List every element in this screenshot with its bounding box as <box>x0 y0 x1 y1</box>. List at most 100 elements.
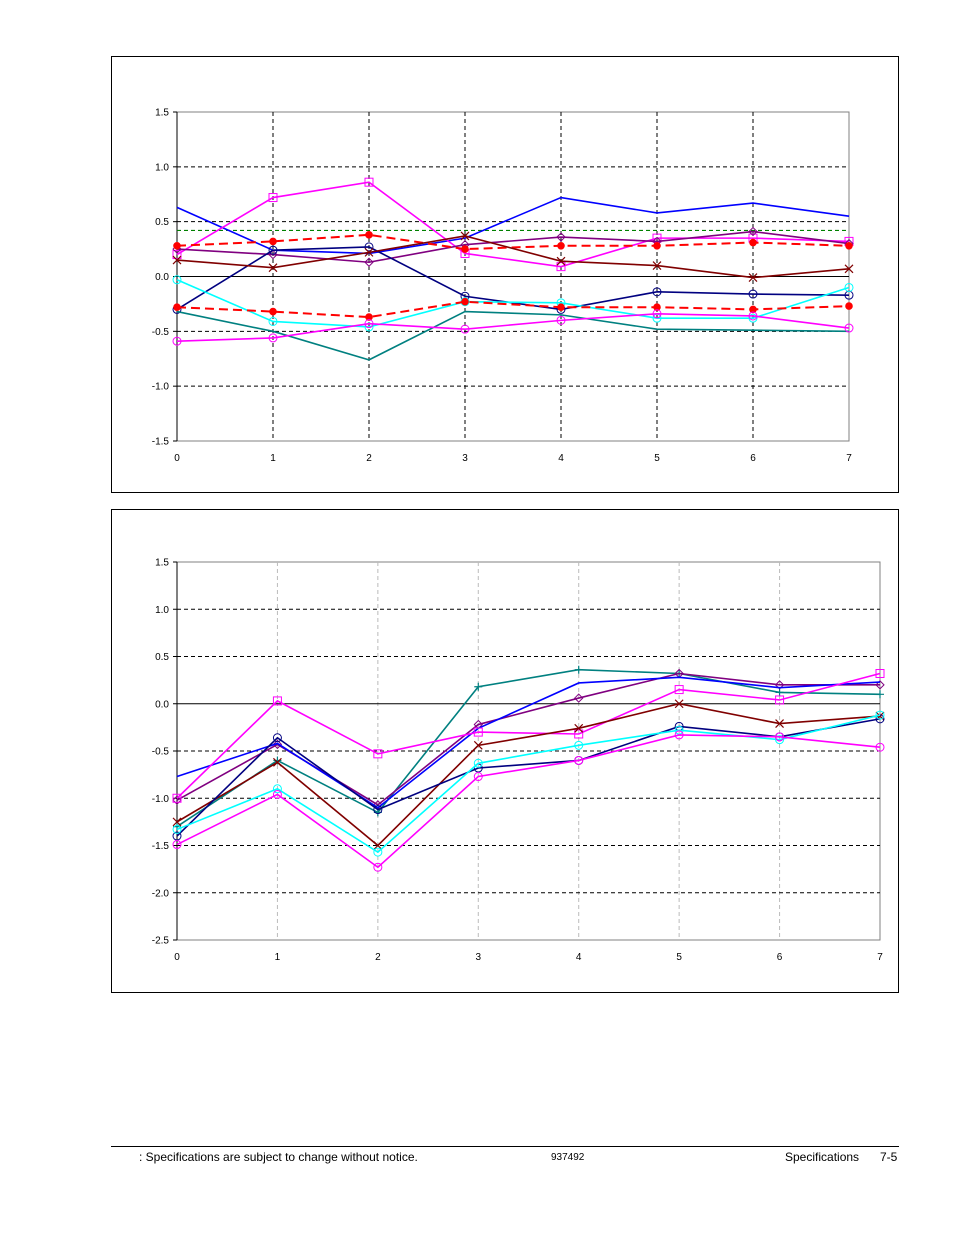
chart-2-point-teal-plus <box>876 690 884 699</box>
chart-2-point-magenta-circle <box>775 732 785 742</box>
chart-1-point-darkred-x <box>748 273 758 283</box>
chart-2-point-magenta-square <box>875 669 885 679</box>
chart-2-point-magenta-circle <box>674 730 684 740</box>
chart-2-x-tick-label: 7 <box>877 952 883 963</box>
chart-1-point-magenta-square <box>268 193 278 203</box>
chart-1-point-darkred-x <box>652 261 662 270</box>
chart-1-line-navy-circle <box>176 246 850 311</box>
chart-1-point-magenta-square <box>172 250 182 260</box>
chart-2-frame: -2.5 -2.0 -1.5 -1.0 -0.5 0.0 0.5 1.0 1.5 0 1 2 3 4 5 6 7 <box>111 509 899 993</box>
chart-2-point-darkred-x <box>273 757 282 767</box>
chart-1-y-tick-label: 1.0 <box>155 162 169 173</box>
chart-1-line-red-dashed-lower <box>176 300 850 319</box>
chart-1-point-magenta-circle <box>172 336 182 346</box>
chart-1-y-tick-label: -1.0 <box>152 382 170 393</box>
chart-1-point-darkred-x <box>268 263 278 273</box>
chart-1-y-tick-label: 0.0 <box>155 272 169 283</box>
chart-2-point-magenta-square <box>373 749 383 759</box>
chart-2-point-magenta-circle <box>574 755 584 765</box>
chart-1-point-navy-circle <box>652 287 662 297</box>
chart-1-point-red-dashed-lower <box>269 307 277 316</box>
chart-2-point-cyan-circle <box>172 824 182 834</box>
chart-1-series-magenta-circle <box>172 309 854 346</box>
chart-1-line-darkred-x <box>176 235 850 279</box>
chart-1-point-darkred-x <box>172 255 182 265</box>
chart-1-line-magenta-square <box>176 181 850 268</box>
chart-1-point-red-dashed-lower <box>845 302 853 310</box>
chart-2-point-purple-diamond <box>272 739 283 750</box>
chart-1-point-red-dashed-lower <box>653 303 661 312</box>
chart-1-point-navy-circle <box>748 289 758 299</box>
chart-2-y-tick-label: 1.0 <box>155 605 169 616</box>
chart-2-line-blue <box>176 676 881 809</box>
chart-2-line-darkred-x <box>176 702 881 847</box>
chart-2-point-navy-circle <box>172 831 182 841</box>
chart-1-series-red-dashed-lower <box>173 297 853 321</box>
chart-2-y-tick-label: -0.5 <box>152 747 170 758</box>
chart-1-point-red-dashed-upper <box>557 241 565 250</box>
chart-1-series-blue <box>176 196 850 255</box>
chart-1-point-magenta-circle <box>460 324 470 334</box>
chart-1-x-tick-label: 4 <box>558 453 564 464</box>
footer-rule <box>111 1146 899 1147</box>
chart-2-point-darkred-x <box>574 723 584 733</box>
chart-2-x-tick-label: 1 <box>275 952 281 963</box>
chart-2-point-navy-circle <box>875 714 885 724</box>
chart-2-point-cyan-circle <box>272 784 282 794</box>
chart-1-point-magenta-circle <box>268 333 278 343</box>
chart-1-point-purple-diamond <box>364 257 374 267</box>
chart-1-line-red-dashed-upper <box>176 233 850 251</box>
chart-2-point-magenta-square <box>674 685 684 695</box>
chart-2-series-cyan-circle <box>172 710 885 857</box>
chart-2-y-tick-label: -2.5 <box>152 936 170 947</box>
chart-2-x-tick-label: 4 <box>576 952 582 963</box>
chart-1-point-red-dashed-upper <box>173 241 181 250</box>
chart-1-x-tick-label: 3 <box>462 453 468 464</box>
footer-section: Specifications <box>785 1150 860 1164</box>
chart-2-series-darkred-x <box>172 699 885 850</box>
chart-1-point-red-dashed-upper <box>653 241 661 250</box>
chart-2-point-magenta-square <box>272 696 282 706</box>
chart-2-point-darkred-x <box>373 841 383 850</box>
chart-1-x-tick-label: 6 <box>750 453 756 464</box>
chart-1-y-tick-label: -0.5 <box>152 327 170 338</box>
chart-2-point-teal-plus <box>574 665 583 674</box>
chart-2-point-cyan-circle <box>775 735 785 745</box>
chart-1-point-red-dashed-upper <box>749 238 757 247</box>
chart-1-x-tick-label: 0 <box>174 453 180 464</box>
chart-1-series-darkred-x <box>172 231 854 283</box>
chart-2-x-tick-label: 6 <box>777 952 783 963</box>
footer-notice: : Specifications are subject to change w… <box>139 1150 418 1164</box>
chart-2-line-teal-plus <box>176 668 881 828</box>
chart-1-point-red-dashed-upper <box>365 231 373 239</box>
chart-1-frame: -1.5 -1.0 -0.5 0.0 0.5 1.0 1.5 0 1 2 3 4 5 6 7 <box>111 56 899 493</box>
chart-2-line-magenta-square <box>176 672 881 799</box>
chart-2-point-teal-plus <box>474 682 483 691</box>
chart-1-y-tick-label: -1.5 <box>152 437 170 448</box>
chart-1-line-purple-diamond <box>176 230 850 264</box>
chart-1-point-darkred-x <box>460 231 470 241</box>
chart-2-point-magenta-square <box>172 793 182 803</box>
chart-1-x-tick-label: 5 <box>654 453 660 464</box>
chart-1-point-magenta-circle <box>844 323 854 333</box>
chart-1-point-cyan-circle <box>268 316 278 326</box>
chart-1-point-cyan-circle <box>844 282 854 292</box>
chart-2-point-magenta-circle <box>172 840 182 850</box>
chart-1-x-tick-label: 2 <box>366 453 372 464</box>
chart-2-point-magenta-square <box>775 695 785 705</box>
chart-1-point-navy-circle <box>364 242 374 252</box>
chart-2-point-cyan-circle <box>473 758 483 768</box>
chart-2-point-purple-diamond <box>172 795 182 805</box>
chart-1-series-magenta-square <box>172 177 854 272</box>
chart-2-point-purple-diamond <box>774 680 785 690</box>
chart-1-point-red-dashed-lower <box>173 303 181 312</box>
chart-2-y-tick-label: 1.5 <box>155 558 169 569</box>
chart-1-y-tick-label: 1.5 <box>155 108 169 119</box>
chart-1-point-red-dashed-upper <box>269 237 277 246</box>
chart-2-point-darkred-x <box>172 817 182 827</box>
chart-1: -1.5 -1.0 -0.5 0.0 0.5 1.0 1.5 0 1 2 3 4 5 6 7 <box>152 108 854 464</box>
chart-1-point-magenta-circle <box>652 309 662 319</box>
chart-2-point-darkred-x <box>775 719 784 729</box>
chart-2-series-magenta-circle <box>172 730 885 872</box>
chart-2-y-tick-label: -1.5 <box>152 841 170 852</box>
